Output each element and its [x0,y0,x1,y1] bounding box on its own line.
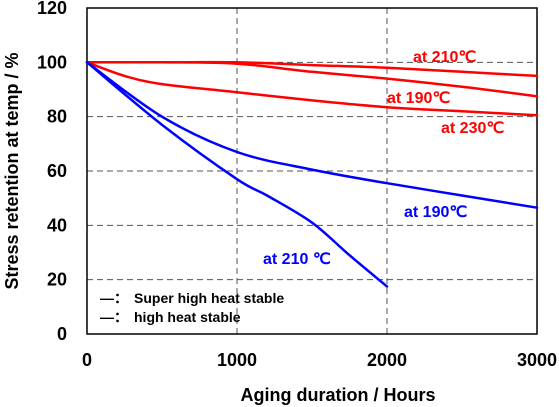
legend: —： Super high heat stable —： high heat stab… [100,290,284,325]
series-line-blue-210c [85,61,389,288]
y-axis-title: Stress retention at temp / % [2,52,22,289]
annotation-blue-190c: at 190℃ [404,204,467,221]
y-tick-label: 40 [47,215,67,235]
y-tick-label: 100 [37,52,67,72]
x-axis-title: Aging duration / Hours [241,385,436,405]
legend-marker: —： [100,290,128,306]
series-line-red-190c [85,60,539,98]
annotation-red-190c: at 190℃ [387,90,450,107]
legend-marker: —： [100,309,128,325]
series-annotations: at 210℃ at 190℃ at 230℃ at 190℃ at 210 ℃ [263,49,504,268]
legend-label: Super high heat stable [134,290,284,306]
legend-label: high heat stable [134,309,241,325]
y-axis-ticks: 0 20 40 60 80 100 120 [37,0,67,344]
x-tick-label: 3000 [517,350,557,370]
y-tick-label: 80 [47,107,67,127]
x-tick-label: 2000 [367,350,407,370]
plot-area-frame [86,7,538,335]
annotation-red-210c: at 210℃ [413,49,476,66]
series-line-red-230c [85,61,539,117]
y-tick-label: 120 [37,0,67,18]
annotation-blue-210c: at 210 ℃ [263,251,331,268]
x-tick-label: 1000 [217,350,257,370]
y-tick-label: 60 [47,161,67,181]
x-tick-label: 0 [82,350,92,370]
series-lines [85,60,539,288]
x-axis-ticks: 0 1000 2000 3000 [82,350,557,370]
annotation-red-230c: at 230℃ [441,120,504,137]
series-line-blue-190c [85,61,539,209]
y-tick-label: 20 [47,270,67,290]
y-tick-label: 0 [57,324,67,344]
